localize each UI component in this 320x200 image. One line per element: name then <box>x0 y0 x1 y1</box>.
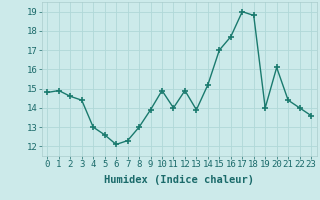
X-axis label: Humidex (Indice chaleur): Humidex (Indice chaleur) <box>104 175 254 185</box>
